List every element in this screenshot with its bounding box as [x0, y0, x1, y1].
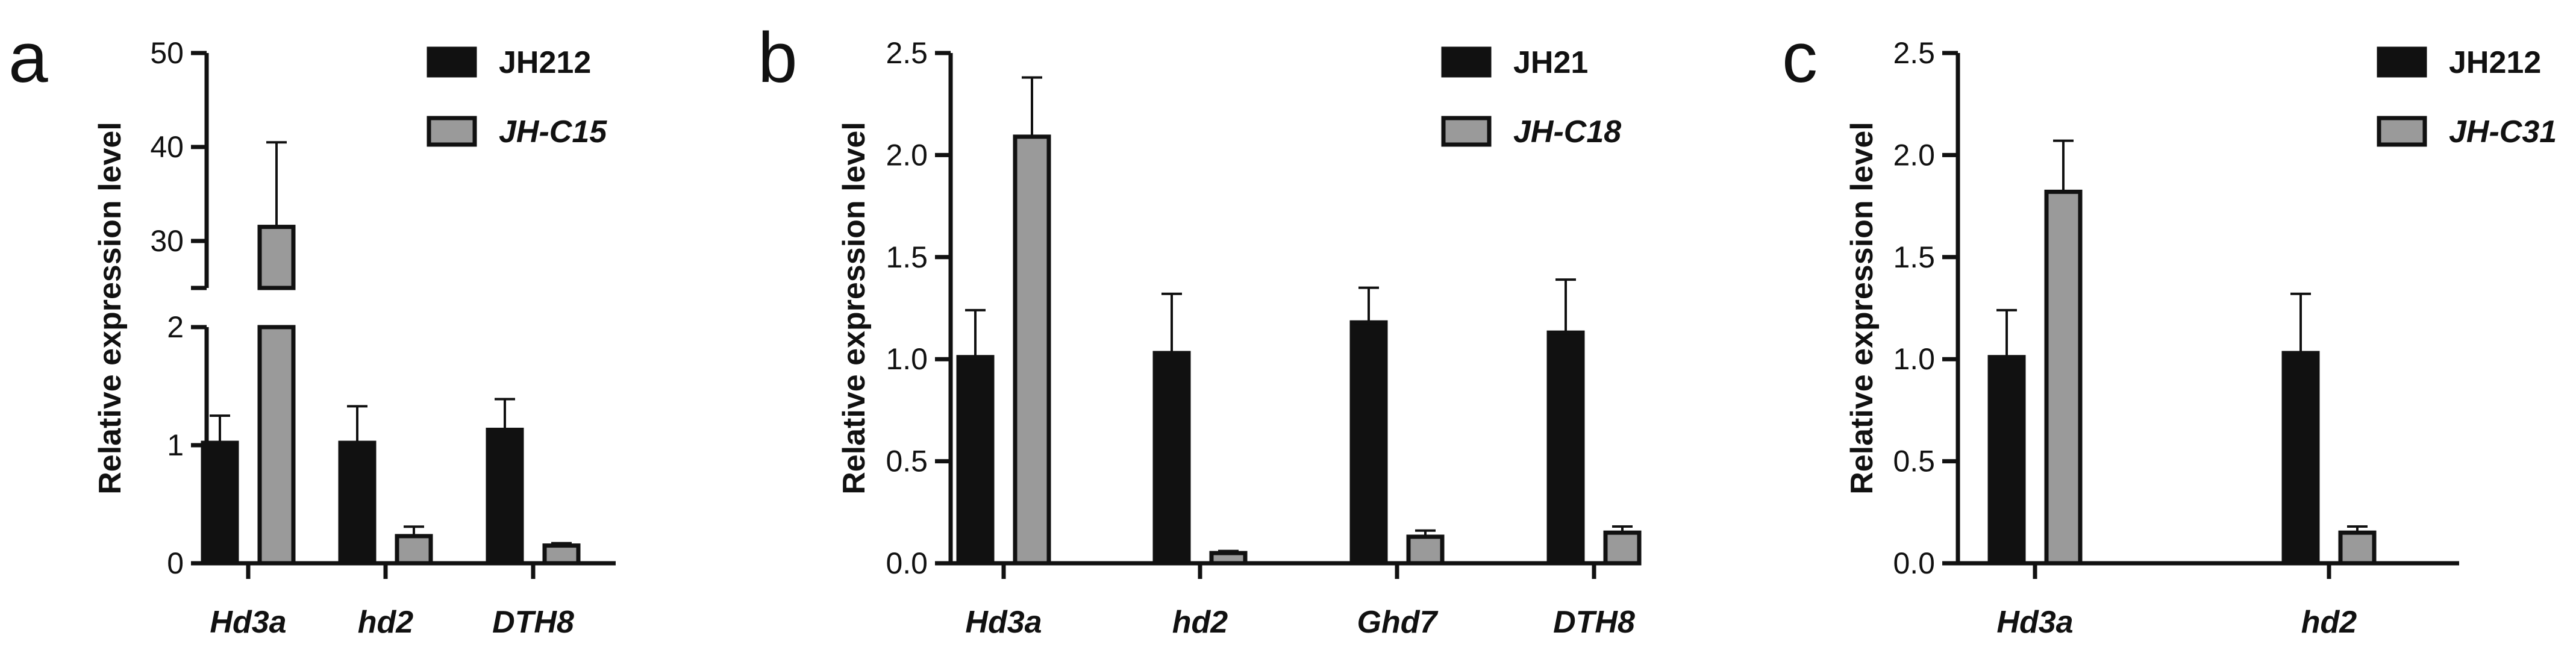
legend-label-jh-c18: JH-C18 — [1513, 114, 1621, 149]
bar-jh212-dth8 — [486, 428, 524, 566]
legend-label-jh-c15: JH-C15 — [499, 114, 607, 149]
y-tick-label-2-0: 2.0 — [1893, 138, 1935, 172]
legend-swatch-jh212 — [427, 46, 477, 78]
y-tick-label-0: 0 — [167, 546, 184, 580]
category-label-hd2: hd2 — [1172, 605, 1228, 640]
bar-jh21-dth8 — [1546, 330, 1585, 566]
y-tick-label-0-5: 0.5 — [886, 445, 928, 478]
category-label-dth8: DTH8 — [1553, 605, 1635, 640]
panel-letter-c: c — [1782, 18, 1818, 98]
panel-letter-b: b — [758, 18, 798, 98]
y-axis-title: Relative expression level — [93, 122, 128, 495]
bar-jh21-ghd7 — [1349, 320, 1388, 566]
y-tick-label-2-5: 2.5 — [886, 36, 928, 70]
bar-jh-c18-hd2 — [1209, 551, 1248, 566]
legend-swatch-jh-c31 — [2377, 116, 2427, 147]
y-tick-label-1-5: 1.5 — [1893, 240, 1935, 274]
y-tick-label-2-5: 2.5 — [1893, 36, 1935, 70]
bar-jh-c15-hd3a-lower — [257, 325, 296, 566]
bar-jh-c31-hd3a — [2044, 189, 2083, 566]
legend-label-jh212: JH212 — [2449, 45, 2541, 80]
y-axis-title: Relative expression level — [837, 122, 872, 495]
panel-letter-a: a — [8, 18, 48, 98]
bar-jh212-hd2 — [2281, 351, 2320, 566]
category-label-ghd7: Ghd7 — [1357, 605, 1439, 640]
category-label-hd2: hd2 — [2301, 605, 2357, 640]
category-label-hd3a: Hd3a — [965, 605, 1042, 640]
y-tick-label-40: 40 — [150, 130, 184, 164]
y-tick-label-1-0: 1.0 — [1893, 342, 1935, 376]
y-tick-label-1-0: 1.0 — [886, 342, 928, 376]
y-tick-label-0-0: 0.0 — [886, 546, 928, 580]
category-label-hd3a: Hd3a — [210, 605, 286, 640]
legend-label-jh212: JH212 — [499, 45, 591, 80]
bar-jh21-hd3a — [956, 355, 995, 566]
category-label-hd2: hd2 — [358, 605, 414, 640]
y-tick-label-2-0: 2.0 — [886, 138, 928, 172]
y-tick-label-0-5: 0.5 — [1893, 445, 1935, 478]
chart-panel-a: 0 1 2 30 40 50 Relative expression level Hd3a hd… — [93, 36, 616, 640]
bar-jh-c15-hd3a-upper — [257, 225, 296, 290]
bar-jh-c18-hd3a — [1013, 134, 1051, 566]
y-tick-label-2: 2 — [167, 310, 184, 344]
bar-jh-c31-hd2 — [2338, 530, 2377, 566]
chart-panel-b: 0.0 0.5 1.0 1.5 2.0 2.5 Relative expression le… — [837, 36, 1642, 640]
chart-panel-c: 0.0 0.5 1.0 1.5 2.0 2.5 Relative expression le… — [1845, 36, 2557, 640]
legend-swatch-jh21 — [1441, 46, 1492, 78]
legend-swatch-jh212 — [2377, 46, 2427, 78]
legend-swatch-jh-c15 — [427, 116, 477, 147]
y-tick-label-1: 1 — [167, 428, 184, 462]
category-label-dth8: DTH8 — [492, 605, 574, 640]
y-tick-label-30: 30 — [150, 224, 184, 258]
legend-label-jh21: JH21 — [1513, 45, 1588, 80]
y-axis-title: Relative expression level — [1845, 122, 1880, 495]
category-label-hd3a: Hd3a — [1996, 605, 2073, 640]
legend-swatch-jh-c18 — [1441, 116, 1492, 147]
y-tick-label-0-0: 0.0 — [1893, 546, 1935, 580]
bar-jh-c15-dth8 — [542, 543, 581, 566]
legend-label-jh-c31: JH-C31 — [2449, 114, 2557, 149]
bar-jh-c18-ghd7 — [1406, 534, 1445, 566]
bar-jh21-hd2 — [1152, 351, 1191, 566]
bar-jh-c15-hd2 — [395, 534, 433, 566]
y-tick-label-1-5: 1.5 — [886, 240, 928, 274]
bar-jh212-hd2 — [338, 440, 377, 566]
bar-jh212-hd3a — [201, 440, 239, 566]
y-tick-label-50: 50 — [150, 36, 184, 70]
bar-jh-c18-dth8 — [1603, 530, 1642, 566]
bar-jh212-hd3a — [1987, 355, 2026, 566]
